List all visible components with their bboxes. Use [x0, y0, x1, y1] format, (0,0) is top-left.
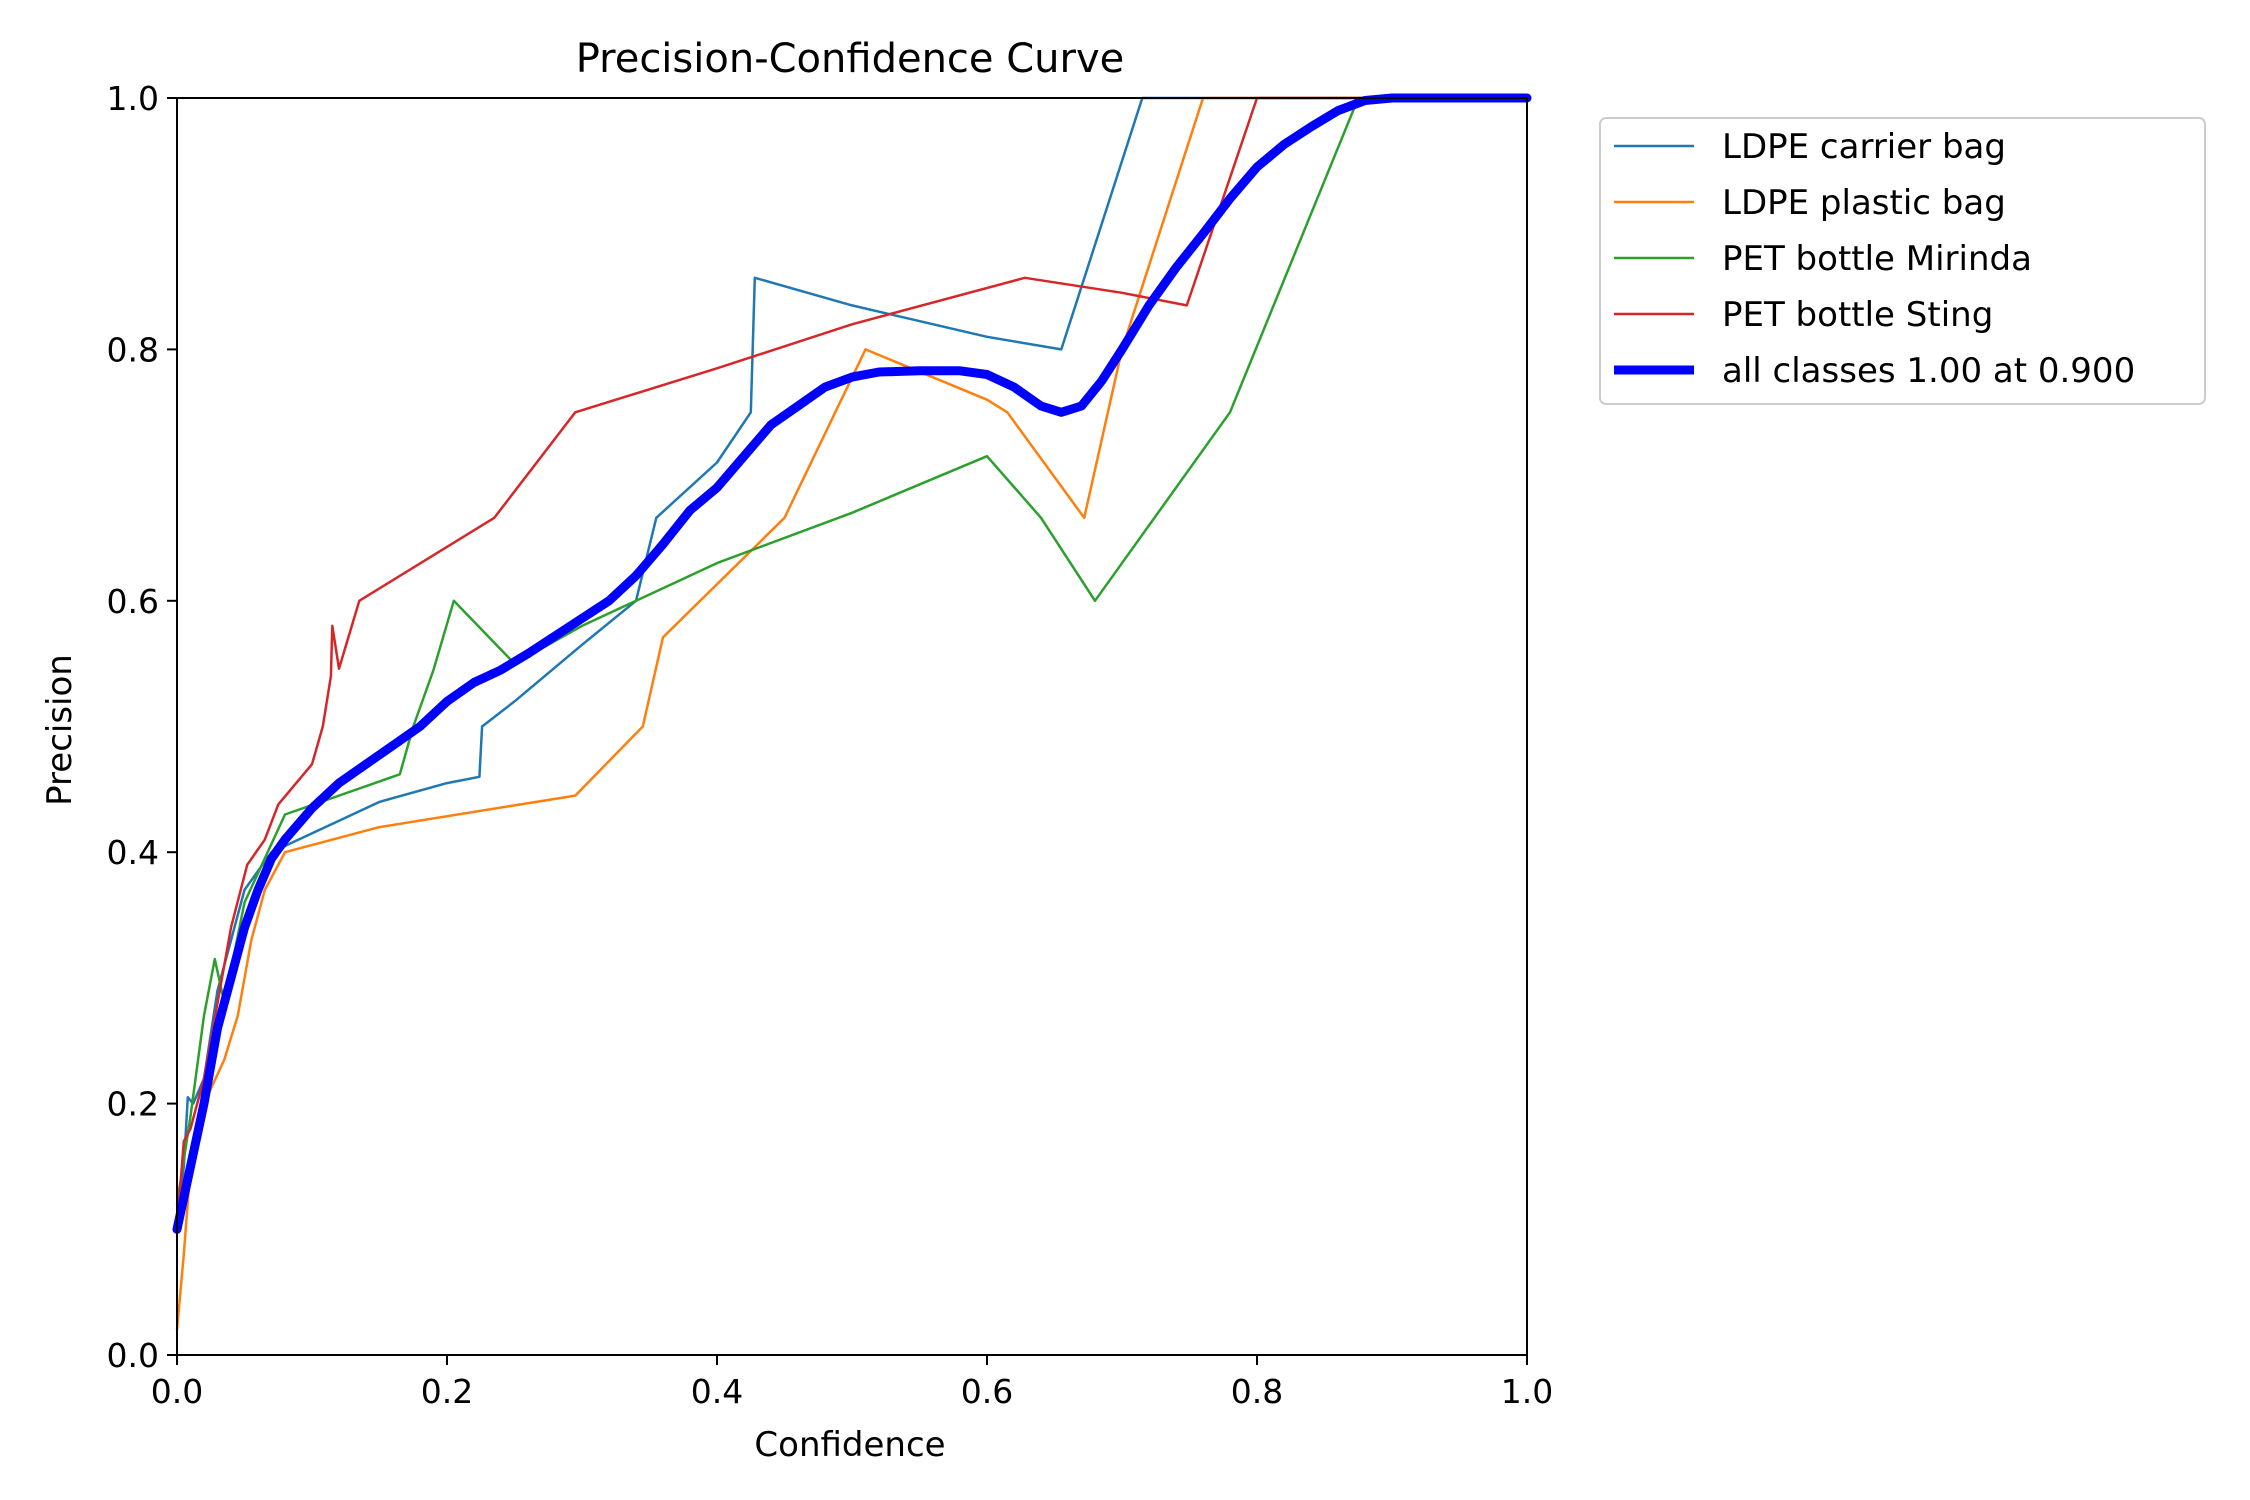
plot-frame [176, 97, 1528, 1356]
y-tick-label: 0.4 [107, 833, 159, 872]
series-line-4 [172, 93, 1532, 1234]
series-line-2 [175, 96, 1527, 1205]
x-tick-label: 0.8 [1231, 1372, 1283, 1411]
series-line-3 [175, 96, 1527, 1230]
y-tick-label: 0.6 [107, 582, 159, 621]
legend-label-1: LDPE plastic bag [1722, 183, 2006, 223]
y-tick-label: 0.2 [107, 1085, 159, 1124]
legend-label-2: PET bottle Mirinda [1722, 239, 2032, 279]
y-axis-label: Precision [40, 654, 80, 806]
y-tick-label: 0.8 [107, 330, 159, 369]
legend-box [1599, 117, 2206, 405]
x-tick-label: 1.0 [1501, 1372, 1553, 1411]
x-tick-label: 0.2 [421, 1372, 473, 1411]
legend-label-3: PET bottle Sting [1722, 295, 1993, 335]
x-tick-label: 0.6 [961, 1372, 1013, 1411]
y-tick-label: 0.0 [107, 1336, 159, 1375]
legend: LDPE carrier bag LDPE plastic bag PET bott… [1599, 117, 2206, 405]
legend-label-0: LDPE carrier bag [1722, 127, 2006, 167]
legend-label-4: all classes 1.00 at 0.900 [1722, 351, 2135, 391]
chart-title: Precision-Confidence Curve [576, 36, 1125, 82]
y-axis-ticks: 0.0 0.2 0.4 0.6 0.8 1.0 [107, 79, 177, 1375]
x-axis-ticks: 0.0 0.2 0.4 0.6 0.8 1.0 [151, 1355, 1553, 1411]
plot-lines [172, 93, 1532, 1331]
x-tick-label: 0.0 [151, 1372, 203, 1411]
x-tick-label: 0.4 [691, 1372, 743, 1411]
x-axis-label: Confidence [754, 1425, 945, 1465]
y-tick-label: 1.0 [107, 79, 159, 118]
